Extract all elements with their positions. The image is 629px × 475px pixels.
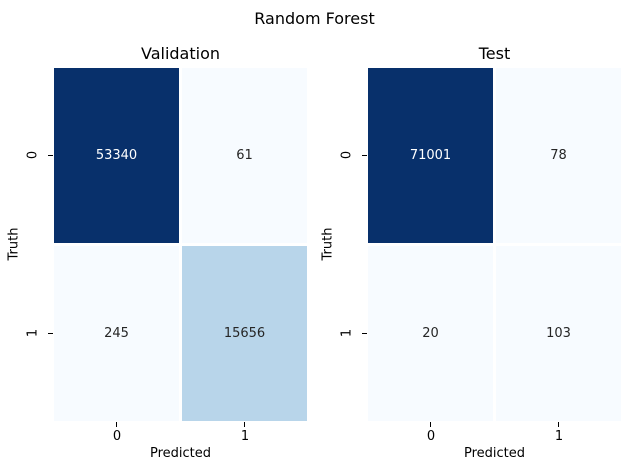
subplot-validation: Validation Truth 0 1 53340 61 245 15656 … bbox=[6, 44, 307, 461]
subplot-title: Test bbox=[478, 44, 511, 63]
y-tick-label: 0 bbox=[25, 150, 41, 160]
y-tick-mark bbox=[48, 155, 53, 156]
x-tick-label: 0 bbox=[112, 429, 122, 444]
subplot-title: Validation bbox=[140, 44, 220, 63]
x-tick-label: 1 bbox=[554, 429, 564, 444]
y-tick-mark bbox=[362, 333, 367, 334]
heatmap-cell-true1-pred0: 245 bbox=[54, 246, 179, 421]
y-tick-mark bbox=[362, 155, 367, 156]
x-tick-mark bbox=[244, 422, 245, 427]
x-tick-mark bbox=[430, 422, 431, 427]
x-tick-label: 0 bbox=[426, 429, 436, 444]
y-tick-label: 1 bbox=[339, 328, 355, 338]
confusion-matrix-heatmap: 53340 61 245 15656 bbox=[54, 68, 307, 421]
x-tick-mark bbox=[558, 422, 559, 427]
x-axis-label: Predicted bbox=[149, 446, 212, 461]
heatmap-cell-true0-pred0: 71001 bbox=[368, 68, 493, 243]
y-axis-label: Truth bbox=[6, 227, 22, 261]
heatmap-cell-true0-pred1: 78 bbox=[496, 68, 621, 243]
x-tick-mark bbox=[116, 422, 117, 427]
y-tick-label: 1 bbox=[25, 328, 41, 338]
heatmap-cell-true0-pred0: 53340 bbox=[54, 68, 179, 243]
heatmap-cell-true1-pred0: 20 bbox=[368, 246, 493, 421]
confusion-matrix-heatmap: 71001 78 20 103 bbox=[368, 68, 621, 421]
heatmap-cell-true1-pred1: 103 bbox=[496, 246, 621, 421]
y-tick-mark bbox=[48, 333, 53, 334]
heatmap-cell-true0-pred1: 61 bbox=[182, 68, 307, 243]
heatmap-cell-true1-pred1: 15656 bbox=[182, 246, 307, 421]
x-tick-label: 1 bbox=[240, 429, 250, 444]
subplot-test: Test Truth 0 1 71001 78 20 103 0 1 Predi… bbox=[314, 0, 629, 475]
figure-title: Random Forest bbox=[254, 9, 375, 28]
y-tick-label: 0 bbox=[339, 150, 355, 160]
x-axis-label: Predicted bbox=[463, 446, 526, 461]
y-axis-label: Truth bbox=[320, 227, 336, 261]
